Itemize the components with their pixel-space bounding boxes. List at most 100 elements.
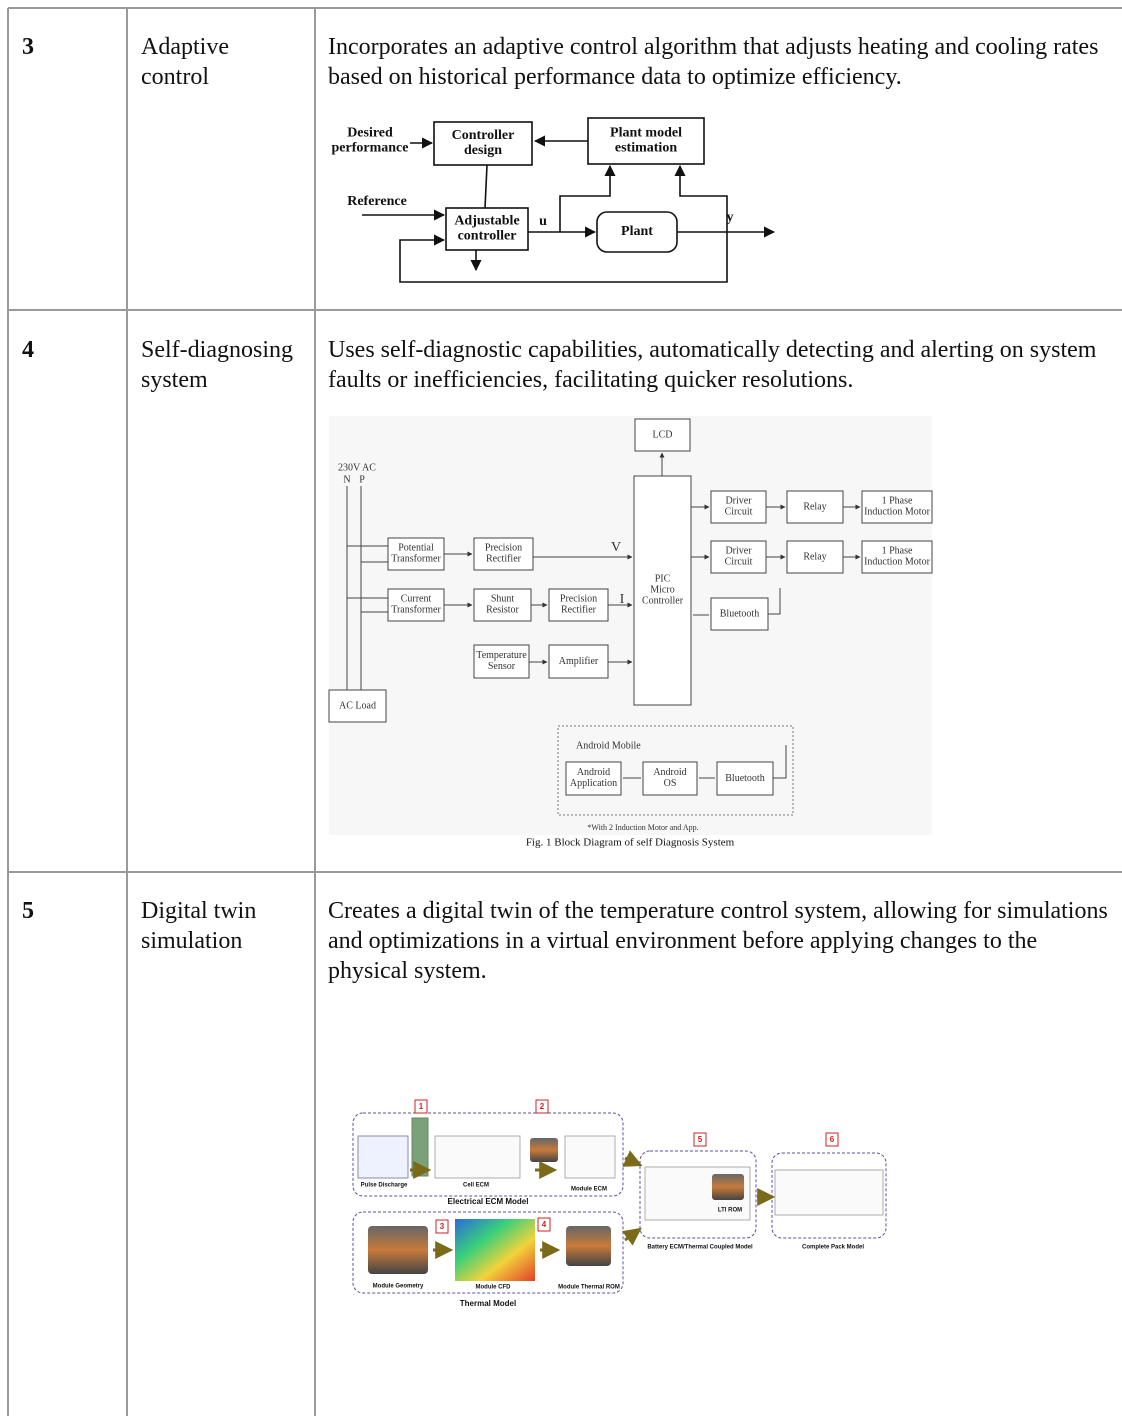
connector bbox=[559, 164, 616, 232]
diagram-label: Potential Transformer bbox=[391, 543, 441, 565]
diagram-label: Module CFD bbox=[476, 1285, 512, 1291]
image bbox=[368, 1226, 428, 1274]
connector bbox=[484, 164, 488, 209]
label-line: Android bbox=[653, 767, 686, 778]
block bbox=[786, 490, 844, 524]
label-line: Resistor bbox=[486, 605, 519, 616]
label-line: Induction Motor bbox=[864, 557, 930, 568]
label-line: Driver bbox=[725, 496, 752, 507]
row-border bbox=[8, 871, 1122, 873]
diagram-label: 1 Phase Induction Motor bbox=[864, 496, 930, 518]
diagram-label: Plant model estimation bbox=[610, 126, 682, 156]
col-border bbox=[126, 8, 128, 1416]
diagram-label: N bbox=[343, 474, 350, 485]
label-line: Circuit bbox=[725, 507, 753, 518]
block bbox=[414, 1099, 428, 1114]
block bbox=[825, 1132, 839, 1147]
diagram-label: Battery ECM/Thermal Coupled Model bbox=[647, 1245, 753, 1251]
row-number: 4 bbox=[22, 337, 34, 363]
diagram-label: Shunt Resistor bbox=[486, 594, 519, 616]
diagram-label: Complete Pack Model bbox=[802, 1245, 864, 1251]
diagram-label: 3 bbox=[440, 1222, 445, 1231]
label-line: estimation bbox=[615, 141, 677, 156]
label-line: Transformer bbox=[391, 605, 441, 616]
label-line: Current bbox=[401, 594, 432, 605]
diagram-label: y bbox=[727, 210, 734, 225]
diagram-label: P bbox=[359, 474, 365, 485]
diagram-label: Driver Circuit bbox=[725, 546, 753, 568]
block bbox=[642, 761, 698, 796]
label-line: Transformer bbox=[391, 554, 441, 565]
block bbox=[535, 1099, 549, 1114]
connector bbox=[399, 232, 728, 283]
diagram-label: Bluetooth bbox=[725, 773, 764, 784]
connector bbox=[622, 1150, 643, 1167]
block bbox=[710, 540, 767, 574]
block bbox=[634, 418, 691, 452]
diagram-label: Current Transformer bbox=[391, 594, 441, 616]
block bbox=[861, 490, 933, 524]
diagram-label: 4 bbox=[542, 1220, 547, 1229]
diagram-label: Android OS bbox=[653, 767, 686, 789]
diagram-label: AC Load bbox=[339, 700, 376, 711]
label-line: Circuit bbox=[725, 557, 753, 568]
diagram-label: LCD bbox=[653, 429, 673, 440]
row-number: 3 bbox=[22, 34, 34, 60]
block bbox=[716, 761, 774, 796]
block bbox=[786, 540, 844, 574]
block bbox=[411, 1117, 429, 1177]
diagram-label: Precision Rectifier bbox=[560, 594, 597, 616]
block bbox=[435, 1219, 449, 1234]
block bbox=[357, 1135, 409, 1179]
label-line: Temperature bbox=[476, 650, 527, 661]
block bbox=[473, 537, 534, 571]
diagram-label: *With 2 Induction Motor and App. bbox=[587, 823, 698, 832]
image bbox=[455, 1219, 535, 1281]
diagram-label: Precision Rectifier bbox=[485, 543, 522, 565]
image bbox=[566, 1226, 611, 1266]
diagram-label: Electrical ECM Model bbox=[448, 1197, 529, 1206]
diagram-label: LTI ROM bbox=[718, 1208, 742, 1214]
diagram-label: u bbox=[539, 214, 547, 229]
block bbox=[537, 1217, 551, 1232]
row-description: Uses self-diagnostic capabilities, autom… bbox=[328, 337, 1097, 393]
row-border bbox=[8, 309, 1122, 311]
diagram-label: Fig. 1 Block Diagram of self Diagnosis S… bbox=[526, 837, 735, 849]
row-name: Adaptive control bbox=[141, 34, 229, 90]
label-line: design bbox=[464, 143, 502, 158]
label-line: Precision bbox=[560, 594, 597, 605]
label-line: Rectifier bbox=[486, 554, 522, 565]
row-number: 5 bbox=[22, 898, 34, 924]
label-line: Precision bbox=[485, 543, 522, 554]
diagram-label: Android Mobile bbox=[576, 740, 641, 751]
block bbox=[564, 1135, 616, 1179]
label-line: performance bbox=[332, 141, 409, 156]
row-name: Digital twin simulation bbox=[141, 898, 257, 954]
diagram-label: Module ECM bbox=[571, 1187, 607, 1193]
block bbox=[387, 588, 445, 622]
diagram-label: Controller design bbox=[452, 128, 515, 158]
diagram-label: Module Geometry bbox=[373, 1284, 424, 1290]
label-line: Micro bbox=[650, 585, 674, 596]
row-description: Incorporates an adaptive control algorit… bbox=[328, 34, 1099, 90]
label-line: Plant model bbox=[610, 126, 682, 141]
label-line: Desired bbox=[347, 126, 393, 141]
label-line: Driver bbox=[725, 546, 752, 557]
diagram-label: 1 Phase Induction Motor bbox=[864, 546, 930, 568]
diagram-label: V bbox=[611, 540, 621, 555]
row-description: Creates a digital twin of the temperatur… bbox=[328, 898, 1108, 984]
block bbox=[548, 588, 609, 622]
diagram-label: 5 bbox=[698, 1135, 703, 1144]
block bbox=[633, 475, 692, 706]
diagram-label: Module Thermal ROM bbox=[558, 1285, 620, 1291]
block bbox=[473, 588, 532, 622]
block bbox=[693, 1132, 707, 1147]
label-line: Induction Motor bbox=[864, 507, 930, 518]
block bbox=[445, 207, 529, 251]
label-line: Rectifier bbox=[561, 605, 597, 616]
diagram-label: Adjustable controller bbox=[454, 214, 519, 244]
label-line: PIC bbox=[655, 574, 671, 585]
label-line: Controller bbox=[452, 128, 515, 143]
diagram-label: 230V AC bbox=[338, 462, 376, 473]
